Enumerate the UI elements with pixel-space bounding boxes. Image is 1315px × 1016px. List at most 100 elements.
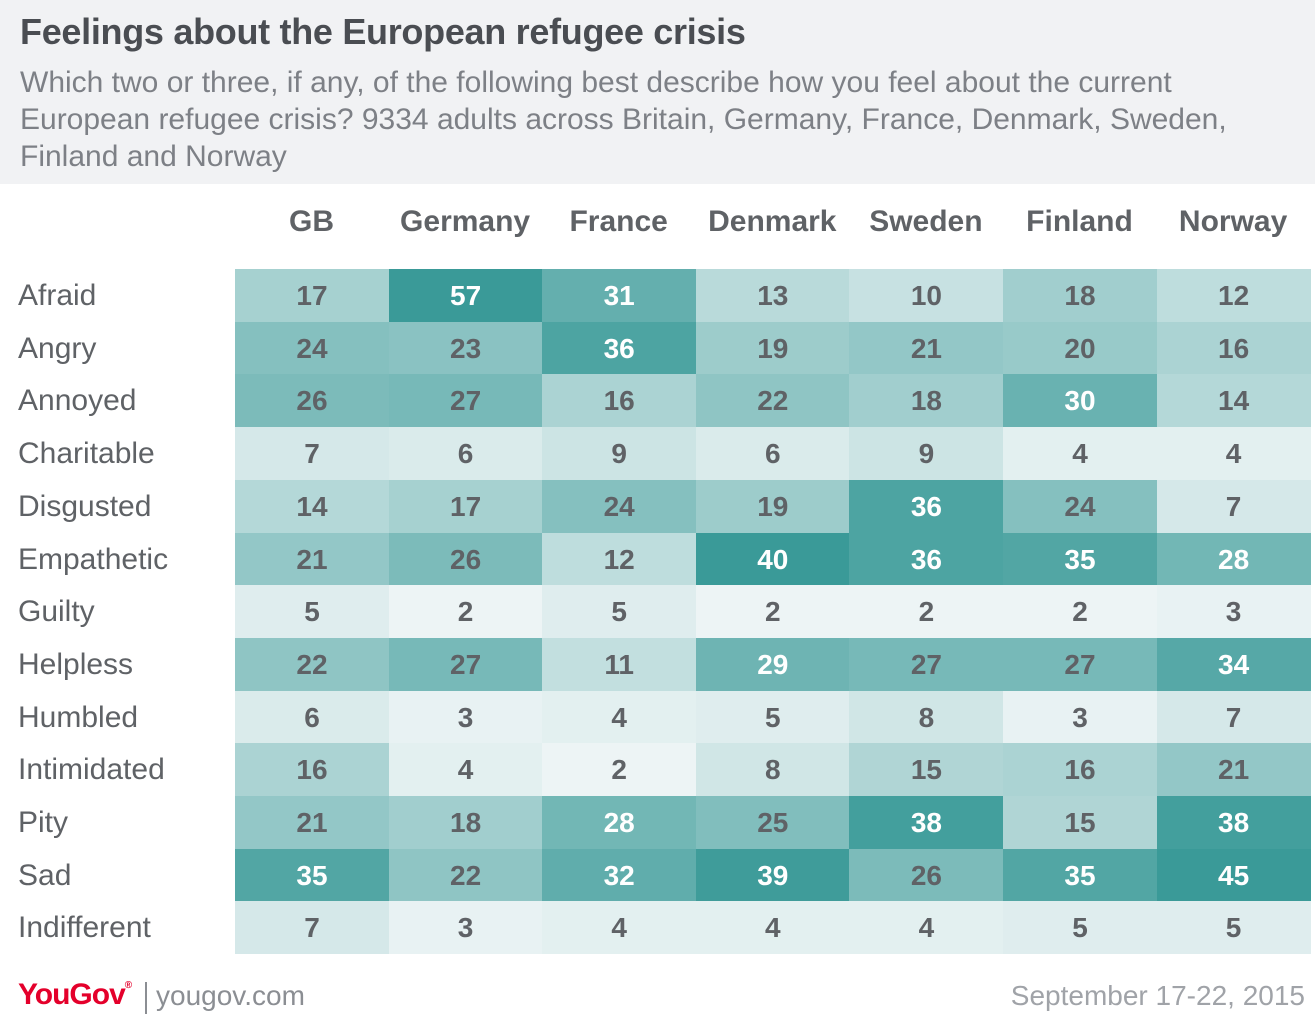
row-label-empathetic: Empathetic — [18, 542, 169, 576]
heatmap-cell: 4 — [1156, 427, 1311, 481]
heatmap-cell: 24 — [235, 321, 389, 375]
heatmap-cell: 38 — [849, 796, 1004, 849]
heatmap-cell: 18 — [849, 374, 1004, 428]
heatmap-cell: 45 — [1156, 848, 1311, 902]
heatmap-cell: 29 — [695, 637, 850, 691]
heatmap-cell: 14 — [1156, 374, 1311, 428]
heatmap-cell: 22 — [388, 848, 543, 902]
heatmap-cell: 22 — [235, 637, 389, 691]
heatmap-cell: 18 — [1003, 269, 1157, 322]
yougov-logo: YouGov® — [18, 978, 132, 1011]
heatmap-cell: 57 — [388, 269, 543, 322]
footer-date: September 17-22, 2015 — [1010, 980, 1305, 1011]
heatmap-cell: 27 — [1003, 637, 1157, 691]
heatmap-cell: 5 — [235, 585, 389, 639]
heatmap-cell: 2 — [388, 585, 543, 639]
heatmap-cell: 4 — [695, 901, 850, 955]
heatmap-cell: 4 — [542, 690, 697, 744]
heatmap-cell: 16 — [542, 374, 697, 428]
heatmap-cell: 25 — [695, 796, 850, 849]
chart-title: Feelings about the European refugee cris… — [20, 11, 746, 52]
column-header-gb: GB — [289, 205, 334, 238]
heatmap-cell: 12 — [542, 532, 697, 586]
heatmap-cell: 31 — [542, 269, 697, 322]
heatmap-cell: 2 — [695, 585, 850, 639]
row-label-guilty: Guilty — [18, 595, 95, 629]
row-label-pity: Pity — [18, 806, 69, 839]
row-label-disgusted: Disgusted — [18, 489, 152, 523]
heatmap-cell: 6 — [695, 427, 850, 481]
heatmap-cell: 32 — [542, 848, 697, 902]
heatmap-cell: 3 — [388, 690, 543, 744]
heatmap-cell: 20 — [1003, 321, 1157, 375]
heatmap-cell: 24 — [542, 479, 697, 533]
heatmap-cell: 35 — [1003, 848, 1157, 902]
heatmap-cell: 3 — [1156, 585, 1311, 639]
row-label-helpless: Helpless — [18, 647, 134, 681]
heatmap-cell: 9 — [849, 427, 1004, 481]
heatmap-cell: 21 — [1156, 743, 1311, 797]
heatmap-cell: 2 — [1003, 585, 1157, 639]
heatmap-cell: 5 — [1003, 901, 1157, 955]
heatmap-cell: 4 — [542, 901, 697, 955]
row-label-charitable: Charitable — [18, 437, 155, 471]
heatmap-cell: 36 — [849, 479, 1004, 533]
header: Feelings about the European refugee cris… — [0, 0, 1315, 184]
heatmap-cell: 7 — [235, 901, 389, 955]
row-label-indifferent: Indifferent — [18, 911, 151, 945]
heatmap-cell: 8 — [849, 690, 1004, 744]
heatmap-cell: 17 — [235, 269, 389, 322]
column-header-france: France — [569, 205, 668, 238]
heatmap-cell: 36 — [542, 321, 697, 375]
heatmap-cell: 16 — [1156, 321, 1311, 375]
heatmap-cell: 36 — [849, 532, 1004, 586]
heatmap-cell: 5 — [542, 585, 697, 639]
row-label-annoyed: Annoyed — [18, 384, 137, 418]
heatmap-cell: 23 — [388, 321, 543, 375]
heatmap-cell: 13 — [695, 269, 850, 322]
row-label-humbled: Humbled — [18, 700, 139, 734]
heatmap-cell: 30 — [1003, 374, 1157, 428]
heatmap-cell: 28 — [542, 796, 697, 849]
heatmap-cell: 4 — [1003, 427, 1157, 481]
heatmap-cell: 14 — [235, 479, 389, 533]
footer-url[interactable]: yougov.com — [156, 980, 305, 1011]
heatmap-cell: 26 — [849, 848, 1004, 902]
heatmap-cell: 21 — [235, 796, 389, 849]
heatmap-cell: 26 — [235, 374, 389, 428]
heatmap-cell: 9 — [542, 427, 697, 481]
row-label-afraid: Afraid — [18, 279, 97, 312]
heatmap-cell: 16 — [1003, 743, 1157, 797]
heatmap-cell: 27 — [388, 637, 543, 691]
heatmap-cell: 6 — [235, 690, 389, 744]
heatmap-cell: 24 — [1003, 479, 1157, 533]
heatmap-cell: 5 — [695, 690, 850, 744]
heatmap-cell: 17 — [388, 479, 543, 533]
heatmap-cell: 19 — [695, 321, 850, 375]
footer-divider — [145, 982, 147, 1014]
chart-subtitle: Which two or three, if any, of the follo… — [20, 66, 1227, 173]
heatmap-cell: 3 — [388, 901, 543, 955]
heatmap-cell: 38 — [1156, 796, 1311, 849]
heatmap-cell: 7 — [235, 427, 389, 481]
heatmap-cell: 7 — [1156, 479, 1311, 533]
heatmap-cell: 27 — [388, 374, 543, 428]
column-header-norway: Norway — [1178, 205, 1288, 238]
heatmap-cell: 15 — [1003, 796, 1157, 849]
row-label-intimidated: Intimidated — [18, 753, 165, 787]
heatmap-cell: 21 — [235, 532, 389, 586]
column-header-denmark: Denmark — [708, 205, 837, 238]
heatmap-cell: 12 — [1156, 269, 1311, 322]
heatmap-cell: 35 — [1003, 532, 1157, 586]
column-header-germany: Germany — [400, 205, 531, 238]
heatmap-cell: 4 — [388, 743, 543, 797]
heatmap-cell: 4 — [849, 901, 1004, 955]
heatmap-cell: 34 — [1156, 637, 1311, 691]
heatmap-cell: 19 — [695, 479, 850, 533]
heatmap-cell: 26 — [388, 532, 543, 586]
heatmap-cell: 28 — [1156, 532, 1311, 586]
heatmap-cell: 40 — [695, 532, 850, 586]
heatmap-cell: 35 — [235, 848, 389, 902]
heatmap-cell: 3 — [1003, 690, 1157, 744]
heatmap-cell: 5 — [1156, 901, 1311, 955]
